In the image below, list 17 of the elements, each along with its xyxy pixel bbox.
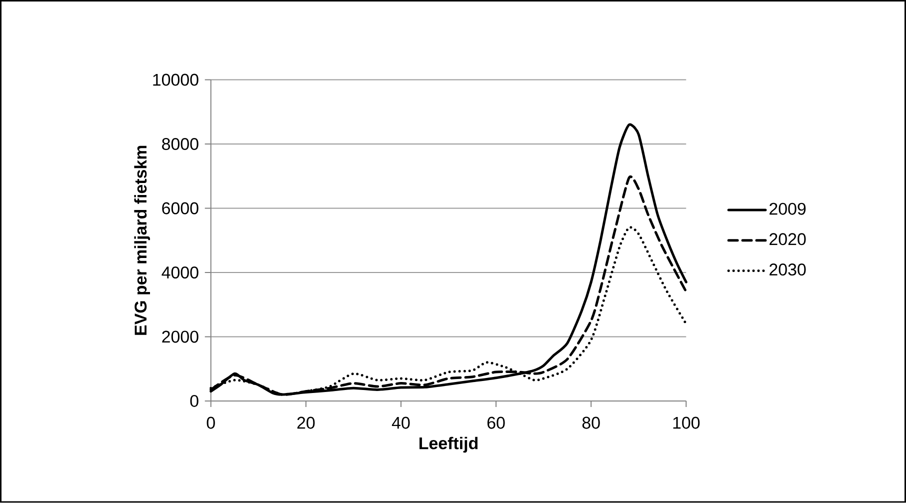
x-tick-label: 20 bbox=[297, 416, 315, 429]
x-tick-label: 80 bbox=[582, 416, 600, 429]
legend-label: 2020 bbox=[770, 233, 806, 246]
y-axis-title: EVG per miljard fietskm bbox=[134, 146, 150, 335]
y-tick-label: 0 bbox=[190, 395, 198, 408]
y-tick-label: 10000 bbox=[153, 74, 198, 86]
y-tick-label: 6000 bbox=[162, 202, 198, 214]
y-tick-label: 8000 bbox=[162, 138, 198, 150]
legend-label: 2030 bbox=[770, 264, 806, 276]
x-axis-title: Leeftijd bbox=[420, 436, 478, 453]
y-tick-label: 2000 bbox=[162, 330, 198, 343]
y-tick-label: 4000 bbox=[162, 266, 198, 279]
x-tick-label: 60 bbox=[487, 416, 505, 429]
x-tick-label: 100 bbox=[673, 416, 700, 429]
x-tick-label: 0 bbox=[206, 416, 215, 429]
legend-label: 2009 bbox=[770, 202, 806, 215]
x-tick-label: 40 bbox=[392, 416, 410, 429]
